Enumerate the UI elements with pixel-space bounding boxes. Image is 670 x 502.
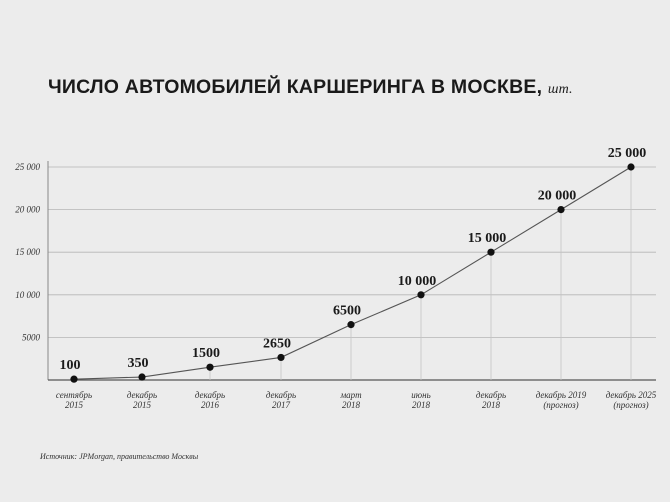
x-tick-label-line: декабрь — [476, 390, 506, 400]
chart-title: ЧИСЛО АВТОМОБИЛЕЙ КАРШЕРИНГА В МОСКВЕ, ш… — [48, 76, 573, 99]
y-tick-label: 5000 — [22, 332, 41, 342]
x-tick-label-line: (прогноз) — [543, 400, 578, 410]
x-tick-label-line: 2018 — [342, 400, 361, 410]
x-tick-label-line: (прогноз) — [613, 400, 648, 410]
x-tick-label: декабрь 2016 — [195, 390, 225, 410]
x-tick-label-line: декабрь — [266, 390, 296, 400]
x-tick-label-line: сентябрь — [56, 390, 92, 400]
x-tick-label-line: 2017 — [272, 400, 291, 410]
x-tick-label-line: июнь — [411, 390, 430, 400]
x-tick-label-line: декабрь 2025 — [606, 390, 657, 400]
x-tick-label-line: март — [339, 390, 362, 400]
data-point — [138, 373, 146, 381]
data-label: 20 000 — [538, 189, 577, 204]
data-point — [70, 375, 78, 383]
x-tick-label: декабрь 2018 — [476, 390, 506, 410]
data-point — [487, 248, 495, 256]
x-tick-label: декабрь 2015 — [127, 390, 157, 410]
y-tick-label: 15 000 — [15, 247, 40, 257]
x-tick-label: декабрь 2025 (прогноз) — [606, 390, 657, 410]
x-tick-label-line: декабрь — [195, 390, 225, 400]
x-tick-label: март 2018 — [339, 390, 362, 410]
y-tick-label: 20 000 — [15, 205, 40, 215]
data-label: 6500 — [333, 304, 361, 319]
y-tick-label: 25 000 — [15, 162, 40, 172]
data-label: 2650 — [263, 336, 291, 351]
data-point — [557, 206, 565, 214]
x-tick-label: сентябрь 2015 — [56, 390, 92, 410]
data-label: 350 — [128, 356, 149, 371]
y-tick-label: 10 000 — [15, 290, 40, 300]
data-point — [206, 363, 214, 371]
x-tick-label-line: декабрь — [127, 390, 157, 400]
x-tick-label-line: 2016 — [201, 400, 220, 410]
data-label: 15 000 — [468, 231, 507, 246]
data-point — [277, 353, 285, 362]
x-tick-label-line: 2015 — [65, 400, 84, 410]
chart-title-unit: шт. — [547, 82, 573, 97]
x-tick-label-line: 2018 — [412, 400, 431, 410]
x-tick-label-line: 2015 — [133, 400, 152, 410]
source-note: Источник: JPMorgan, правительство Москвы — [40, 452, 199, 461]
x-tick-label: декабрь 2019 (прогноз) — [536, 390, 587, 410]
data-point — [347, 321, 355, 329]
data-label: 10 000 — [398, 274, 437, 289]
data-label: 100 — [60, 358, 81, 373]
x-tick-label-line: 2018 — [482, 400, 501, 410]
data-label: 25 000 — [608, 146, 647, 161]
data-label: 1500 — [192, 346, 220, 361]
x-tick-label: июнь 2018 — [411, 390, 430, 410]
chart-title-text: ЧИСЛО АВТОМОБИЛЕЙ КАРШЕРИНГА В МОСКВЕ, — [48, 76, 543, 98]
x-tick-label: декабрь 2017 — [266, 390, 296, 410]
data-point — [627, 163, 635, 171]
x-tick-label-line: декабрь 2019 — [536, 390, 587, 400]
data-point — [417, 291, 425, 299]
